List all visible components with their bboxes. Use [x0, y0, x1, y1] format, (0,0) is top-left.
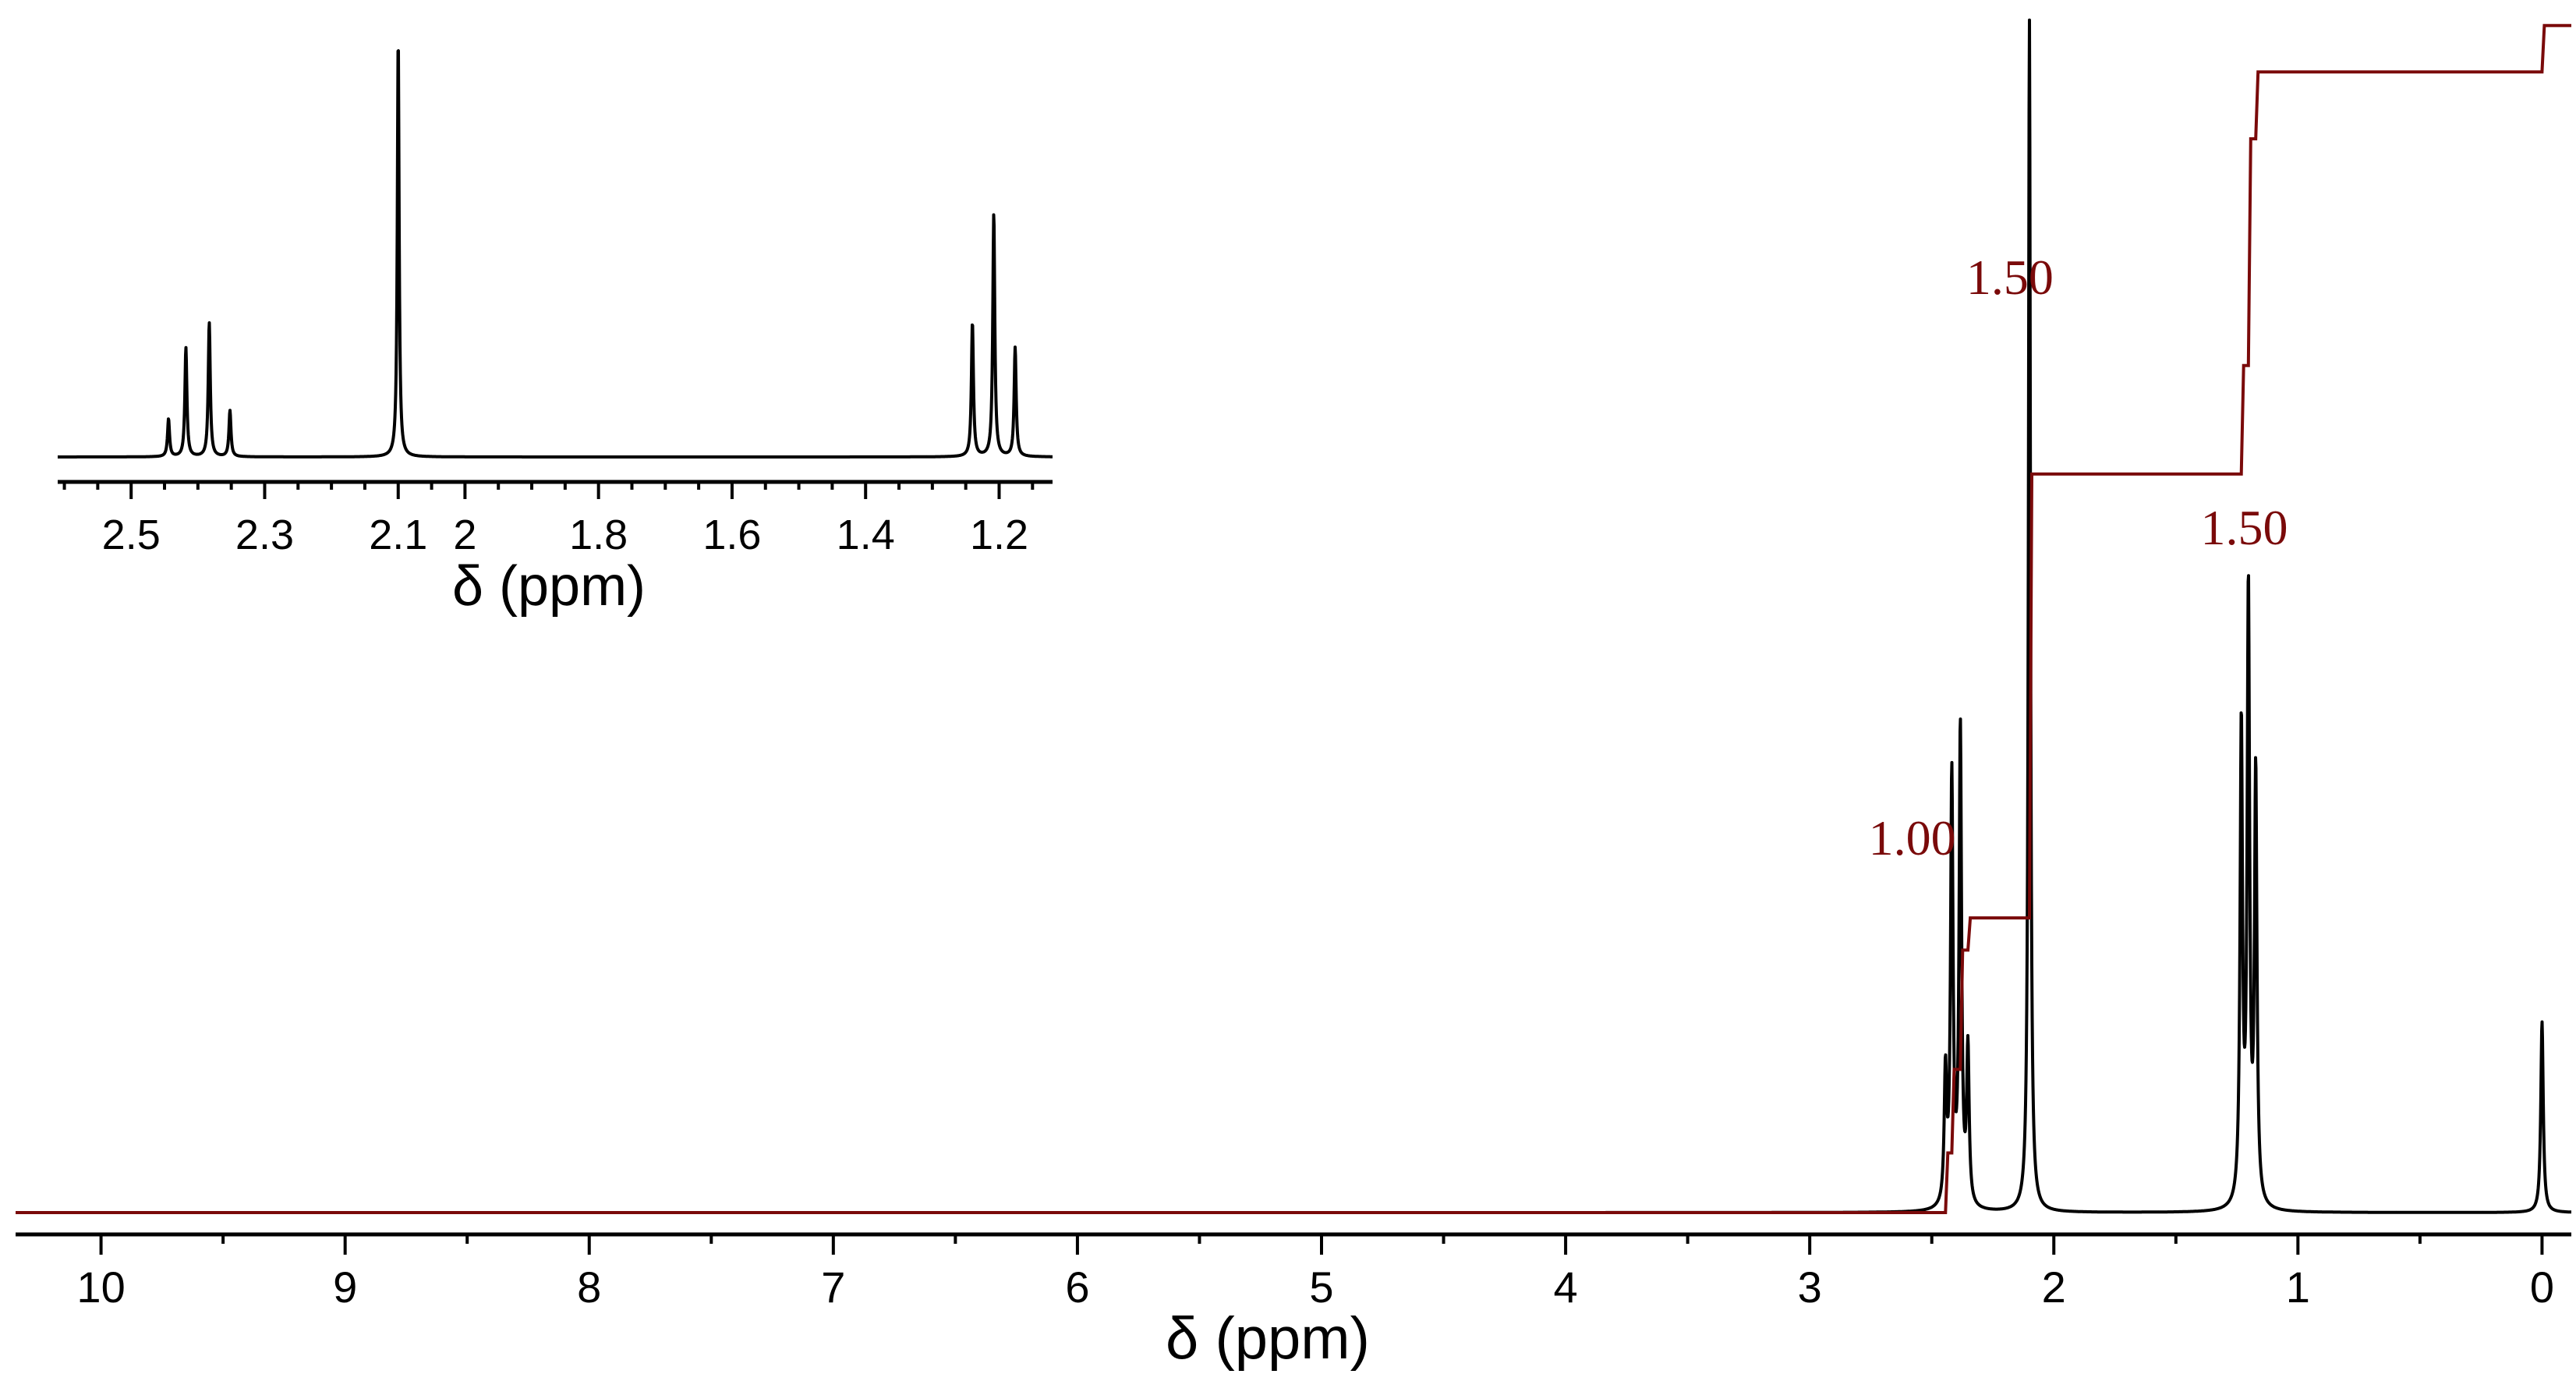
integral-label: 1.50: [2200, 500, 2288, 555]
main-tick-label: 1: [2286, 1262, 2310, 1312]
main-x-axis-label: δ (ppm): [1166, 1305, 1370, 1372]
main-tick-label: 6: [1065, 1262, 1089, 1312]
integral-label: 1.00: [1869, 810, 1956, 866]
inset-tick-label: 2.5: [102, 512, 161, 558]
main-tick-label: 0: [2530, 1262, 2554, 1312]
inset-spectrum-trace: [56, 49, 1054, 459]
main-spectrum-plot: 10 9 8 7 6 5 4 3 2 1 01.001.501.50: [14, 18, 2573, 1312]
inset-tick-label: 2.3: [235, 512, 294, 558]
inset-tick-label: 1.4: [837, 512, 895, 558]
inset-tick-label: 1.8: [569, 512, 628, 558]
main-tick-label: 5: [1309, 1262, 1333, 1312]
inset-x-axis-label: δ (ppm): [452, 555, 646, 618]
main-tick-label: 3: [1798, 1262, 1822, 1312]
integral-label: 1.50: [1966, 250, 2054, 305]
inset-tick-label: 2: [453, 512, 476, 558]
main-tick-label: 4: [1554, 1262, 1578, 1312]
main-tick-label: 7: [821, 1262, 845, 1312]
inset-tick-label: 1.6: [702, 512, 761, 558]
main-tick-label: 10: [76, 1262, 125, 1312]
inset-tick-label: 1.2: [970, 512, 1028, 558]
inset-tick-label: 2.1: [369, 512, 427, 558]
main-tick-label: 8: [577, 1262, 601, 1312]
inset-spectrum-plot: 2.5 2.3 2.1 2 1.8 1.6 1.4 1.2: [56, 49, 1054, 558]
main-tick-label: 9: [333, 1262, 357, 1312]
integral-curve: [16, 23, 2571, 1214]
main-tick-label: 2: [2042, 1262, 2066, 1312]
